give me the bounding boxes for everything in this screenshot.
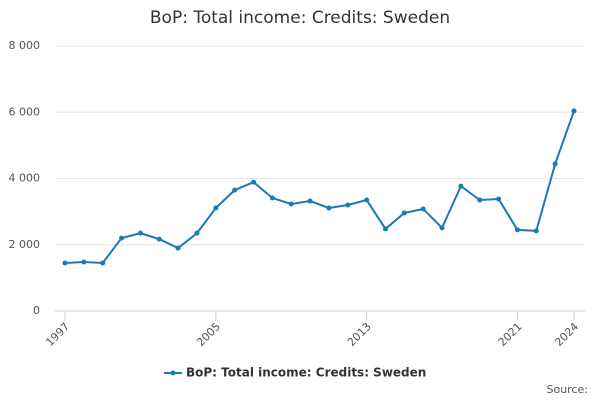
legend-label: BoP: Total income: Credits: Sweden xyxy=(186,366,426,380)
point xyxy=(533,228,539,234)
y-tick-label: 6 000 xyxy=(9,105,41,118)
point xyxy=(137,230,143,236)
point xyxy=(288,201,294,207)
point xyxy=(458,183,464,189)
x-tick-label: 2013 xyxy=(345,320,374,349)
point xyxy=(100,260,106,266)
point xyxy=(251,179,257,185)
y-tick-label: 0 xyxy=(33,304,40,317)
y-tick-label: 8 000 xyxy=(9,39,41,52)
x-tick-label: 2021 xyxy=(496,320,525,349)
point xyxy=(514,227,520,233)
point xyxy=(571,108,577,114)
point xyxy=(175,245,181,251)
point xyxy=(382,226,388,232)
point xyxy=(232,187,238,193)
point xyxy=(496,196,502,202)
y-tick-label: 2 000 xyxy=(9,238,41,251)
x-tick-label: 2024 xyxy=(552,320,581,349)
point xyxy=(420,206,426,212)
point xyxy=(477,197,483,203)
point xyxy=(552,161,558,167)
point xyxy=(345,202,351,208)
point xyxy=(269,195,275,201)
point xyxy=(364,197,370,203)
point xyxy=(81,259,87,265)
point xyxy=(62,260,68,266)
point xyxy=(194,230,200,236)
point xyxy=(156,236,162,242)
point xyxy=(326,205,332,211)
x-tick-label: 2005 xyxy=(194,320,223,349)
x-tick-label: 1997 xyxy=(43,320,72,349)
point xyxy=(307,198,313,204)
point xyxy=(401,210,407,216)
point xyxy=(439,225,445,231)
source-label: Source: xyxy=(547,383,589,396)
chart-title: BoP: Total income: Credits: Sweden xyxy=(150,8,450,28)
legend-marker xyxy=(170,370,176,376)
line xyxy=(64,110,575,264)
point xyxy=(119,235,125,241)
point xyxy=(213,205,219,211)
y-tick-label: 4 000 xyxy=(9,172,41,185)
